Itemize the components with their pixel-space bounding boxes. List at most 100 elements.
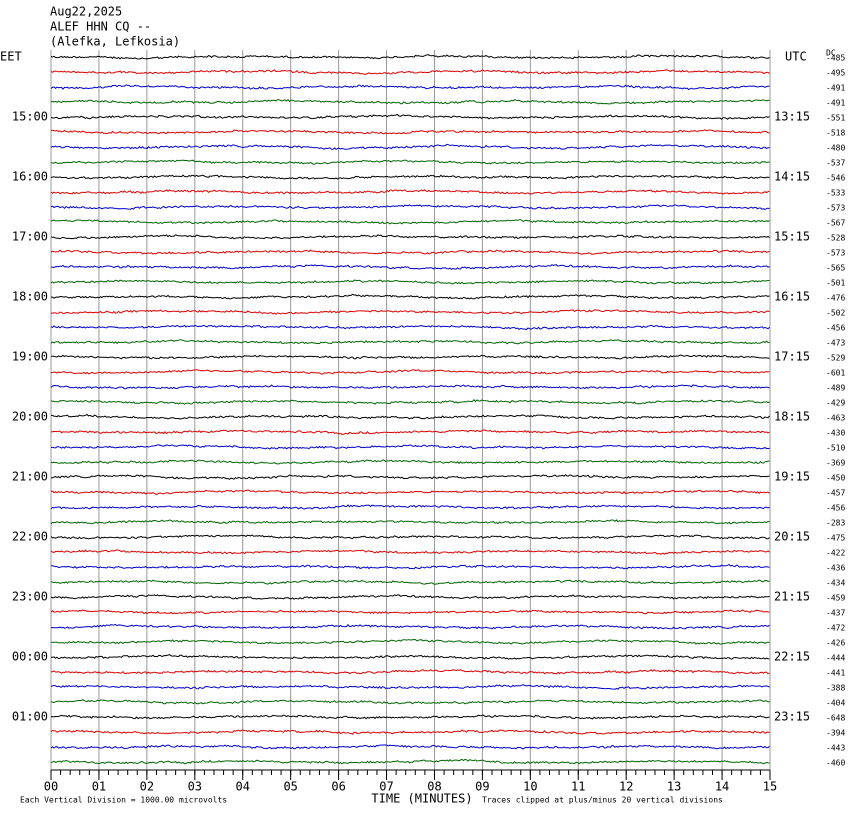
trace <box>50 354 770 360</box>
trace <box>50 174 770 180</box>
dc-offset: -426 <box>826 639 845 648</box>
trace <box>51 654 770 660</box>
trace <box>50 638 770 645</box>
trace <box>51 413 770 420</box>
dc-offset: -456 <box>826 504 845 513</box>
dc-offset: -443 <box>826 744 845 753</box>
trace <box>50 549 770 555</box>
dc-offset: -489 <box>826 384 845 393</box>
left-time-label: 23:00 <box>12 590 48 604</box>
dc-offset: -565 <box>826 264 845 273</box>
right-time-label: 19:15 <box>774 470 810 484</box>
clip-note: Traces clipped at plus/minus 20 vertical… <box>482 796 723 805</box>
dc-offset: -529 <box>826 354 845 363</box>
trace <box>50 384 770 390</box>
dc-offset: -283 <box>826 519 845 528</box>
x-tick-label: 07 <box>379 780 393 794</box>
trace <box>50 98 770 105</box>
dc-offset: -460 <box>826 759 845 768</box>
dc-offset: -601 <box>826 369 845 378</box>
dc-offset: -476 <box>826 294 845 303</box>
dc-offset: -510 <box>826 444 845 453</box>
dc-offset: -573 <box>826 249 845 258</box>
dc-offset: -502 <box>826 309 845 318</box>
trace <box>50 729 770 735</box>
dc-offset: -404 <box>826 699 845 708</box>
trace <box>50 623 770 630</box>
left-time-label: 19:00 <box>12 350 48 364</box>
trace <box>50 189 770 195</box>
trace <box>50 159 770 165</box>
trace <box>50 324 770 331</box>
dc-offset: -491 <box>826 99 845 108</box>
trace <box>50 594 770 600</box>
dc-offset: -537 <box>826 159 845 168</box>
dc-offset: -422 <box>826 549 845 558</box>
trace <box>50 699 770 705</box>
x-tick-label: 12 <box>619 780 633 794</box>
dc-offset: -480 <box>826 144 845 153</box>
dc-offset: -429 <box>826 399 845 408</box>
trace <box>50 339 770 345</box>
dc-offset: -473 <box>826 339 845 348</box>
left-time-label: 22:00 <box>12 530 48 544</box>
right-time-label: 16:15 <box>774 290 810 304</box>
dc-offset: -573 <box>826 204 845 213</box>
right-time-label: 22:15 <box>774 650 810 664</box>
trace <box>50 684 770 690</box>
right-time-label: 23:15 <box>774 710 810 724</box>
dc-offset: -434 <box>826 579 845 588</box>
right-time-label: 17:15 <box>774 350 810 364</box>
x-tick-label: 08 <box>427 780 441 794</box>
trace <box>50 249 770 255</box>
dc-offset: -441 <box>826 669 845 678</box>
trace <box>50 564 770 570</box>
dc-offset: -463 <box>826 414 845 423</box>
x-tick-label: 02 <box>140 780 154 794</box>
x-tick-label: 00 <box>44 780 58 794</box>
right-time-label: 18:15 <box>774 410 810 424</box>
trace <box>50 429 770 436</box>
left-time-label: 21:00 <box>12 470 48 484</box>
dc-offset: -436 <box>826 564 845 573</box>
x-tick-label: 03 <box>188 780 202 794</box>
trace <box>50 204 770 210</box>
dc-offset: -472 <box>826 624 845 633</box>
trace <box>50 143 770 150</box>
right-time-label: 21:15 <box>774 590 810 604</box>
trace <box>50 54 770 60</box>
dc-label: DC <box>826 49 836 58</box>
trace <box>50 504 770 510</box>
left-time-label: 15:00 <box>12 110 48 124</box>
right-time-label: 15:15 <box>774 230 810 244</box>
trace <box>50 579 770 585</box>
trace <box>50 489 770 495</box>
dc-offset: -518 <box>826 129 845 138</box>
left-time-label: 16:00 <box>12 170 48 184</box>
left-time-label: 00:00 <box>12 650 48 664</box>
title-line: ALEF HHN CQ -- <box>50 20 151 34</box>
trace <box>50 758 770 765</box>
left-time-label: 18:00 <box>12 290 48 304</box>
right-axis-label: UTC <box>785 50 807 64</box>
trace <box>51 293 770 300</box>
x-tick-label: 01 <box>92 780 106 794</box>
dc-offset: -501 <box>826 279 845 288</box>
dc-offset: -457 <box>826 489 845 498</box>
dc-offset: -546 <box>826 174 845 183</box>
x-tick-label: 05 <box>283 780 297 794</box>
right-time-label: 14:15 <box>774 170 810 184</box>
left-axis-label: EET <box>0 50 22 64</box>
dc-offset: -491 <box>826 84 845 93</box>
x-tick-label: 11 <box>571 780 585 794</box>
dc-offset: -485 <box>826 54 845 63</box>
trace <box>50 609 770 615</box>
left-time-label: 01:00 <box>12 710 48 724</box>
left-time-label: 20:00 <box>12 410 48 424</box>
dc-offset: -528 <box>826 234 845 243</box>
x-tick-label: 06 <box>331 780 345 794</box>
title-line: Aug22,2025 <box>50 5 122 19</box>
scale-note: Each Vertical Division = 1000.00 microvo… <box>20 796 227 805</box>
